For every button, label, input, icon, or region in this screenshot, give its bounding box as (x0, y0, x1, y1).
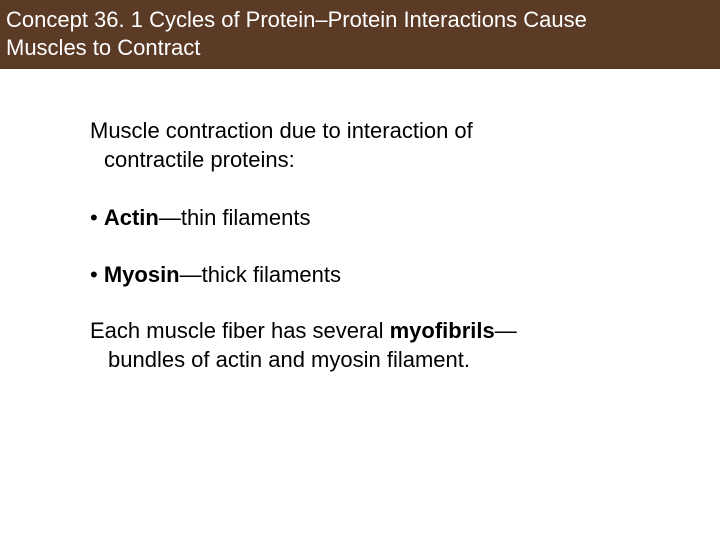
intro-text: Muscle contraction due to interaction of… (90, 117, 650, 174)
bullet2-rest: —thick filaments (180, 262, 341, 287)
closing-line1-b: — (495, 318, 517, 343)
slide-header: Concept 36. 1 Cycles of Protein–Protein … (0, 0, 720, 69)
bullet2-bold: Myosin (104, 262, 180, 287)
bullet1-prefix: • (90, 205, 104, 230)
bullet2-prefix: • (90, 262, 104, 287)
bullet-actin: • Actin—thin filaments (90, 204, 650, 233)
intro-line1: Muscle contraction due to interaction of (90, 117, 650, 146)
bullet1-rest: —thin filaments (159, 205, 311, 230)
closing-line1-bold: myofibrils (390, 318, 495, 343)
header-line1: Concept 36. 1 Cycles of Protein–Protein … (6, 6, 714, 34)
closing-line1: Each muscle fiber has several myofibrils… (90, 317, 650, 346)
intro-line2: contractile proteins: (90, 146, 650, 175)
closing-line2: bundles of actin and myosin filament. (90, 346, 650, 375)
closing-text: Each muscle fiber has several myofibrils… (90, 317, 650, 374)
closing-line1-a: Each muscle fiber has several (90, 318, 390, 343)
bullet1-bold: Actin (104, 205, 159, 230)
header-line2: Muscles to Contract (6, 34, 714, 62)
bullet-myosin: • Myosin—thick filaments (90, 261, 650, 290)
slide-body: Muscle contraction due to interaction of… (0, 69, 720, 375)
